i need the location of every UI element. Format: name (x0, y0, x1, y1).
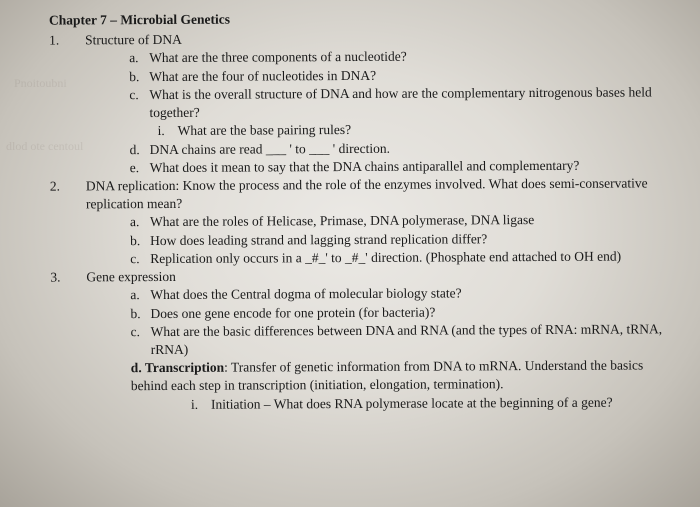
text: What are the basic differences between D… (151, 320, 671, 359)
q3-c: c. What are the basic differences betwee… (131, 320, 671, 359)
q1-c: c. What is the overall structure of DNA … (129, 83, 669, 122)
label: d. (130, 141, 150, 159)
label: i. (158, 122, 178, 140)
label: b. (129, 68, 149, 86)
label: b. (130, 232, 150, 250)
text: Initiation – What does RNA polymerase lo… (211, 393, 671, 414)
question-2: 2. DNA replication: Know the process and… (50, 174, 670, 214)
chapter-title: Chapter 7 – Microbial Genetics (49, 8, 669, 29)
label: c. (129, 86, 149, 123)
label: c. (130, 250, 150, 268)
label: b. (130, 305, 150, 323)
label: i. (191, 395, 211, 413)
label: e. (130, 159, 150, 177)
q3-d-i: i. Initiation – What does RNA polymerase… (191, 393, 671, 414)
q3-number: 3. (50, 268, 86, 286)
label: a. (129, 49, 149, 67)
text: What is the overall structure of DNA and… (149, 83, 669, 122)
q2-lead: DNA replication: Know the process and th… (86, 174, 670, 213)
q1-number: 1. (49, 32, 85, 50)
label: a. (130, 213, 150, 231)
label: a. (130, 286, 150, 304)
q2-number: 2. (50, 177, 86, 214)
q3-d: d. Transcription: Transfer of genetic in… (131, 356, 671, 395)
document-page: Chapter 7 – Microbial Genetics 1. Struct… (0, 0, 700, 435)
label: c. (131, 323, 151, 360)
q3-d-label: d. Transcription (131, 360, 224, 375)
